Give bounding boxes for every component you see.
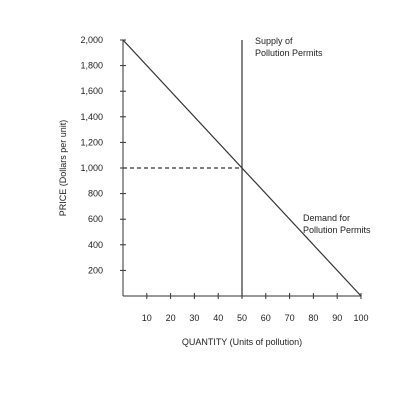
y-tick-label: 1,800 xyxy=(80,61,103,71)
supply-curve-label: Supply of xyxy=(255,36,293,46)
x-tick-label: 20 xyxy=(166,313,176,323)
y-tick-label: 1,400 xyxy=(80,112,103,122)
y-tick-label: 800 xyxy=(88,189,103,199)
y-tick-label: 400 xyxy=(88,240,103,250)
x-tick-label: 70 xyxy=(285,313,295,323)
x-tick-label: 30 xyxy=(189,313,199,323)
x-tick-label: 80 xyxy=(308,313,318,323)
y-tick-label: 1,600 xyxy=(80,86,103,96)
demand-curve-label: Pollution Permits xyxy=(303,225,371,235)
y-tick-label: 600 xyxy=(88,214,103,224)
y-tick-label: 200 xyxy=(88,265,103,275)
x-tick-label: 100 xyxy=(353,313,368,323)
x-tick-label: 90 xyxy=(332,313,342,323)
x-tick-label: 10 xyxy=(142,313,152,323)
y-tick-label: 2,000 xyxy=(80,35,103,45)
supply-curve-label: Pollution Permits xyxy=(255,48,323,58)
y-axis-title: PRICE (Dollars per unit) xyxy=(58,120,68,217)
y-tick-label: 1,200 xyxy=(80,137,103,147)
x-tick-label: 60 xyxy=(261,313,271,323)
x-tick-label: 50 xyxy=(237,313,247,323)
x-tick-label: 40 xyxy=(213,313,223,323)
demand-curve-label: Demand for xyxy=(303,213,350,223)
y-tick-label: 1,000 xyxy=(80,163,103,173)
x-axis-title: QUANTITY (Units of pollution) xyxy=(182,337,302,347)
